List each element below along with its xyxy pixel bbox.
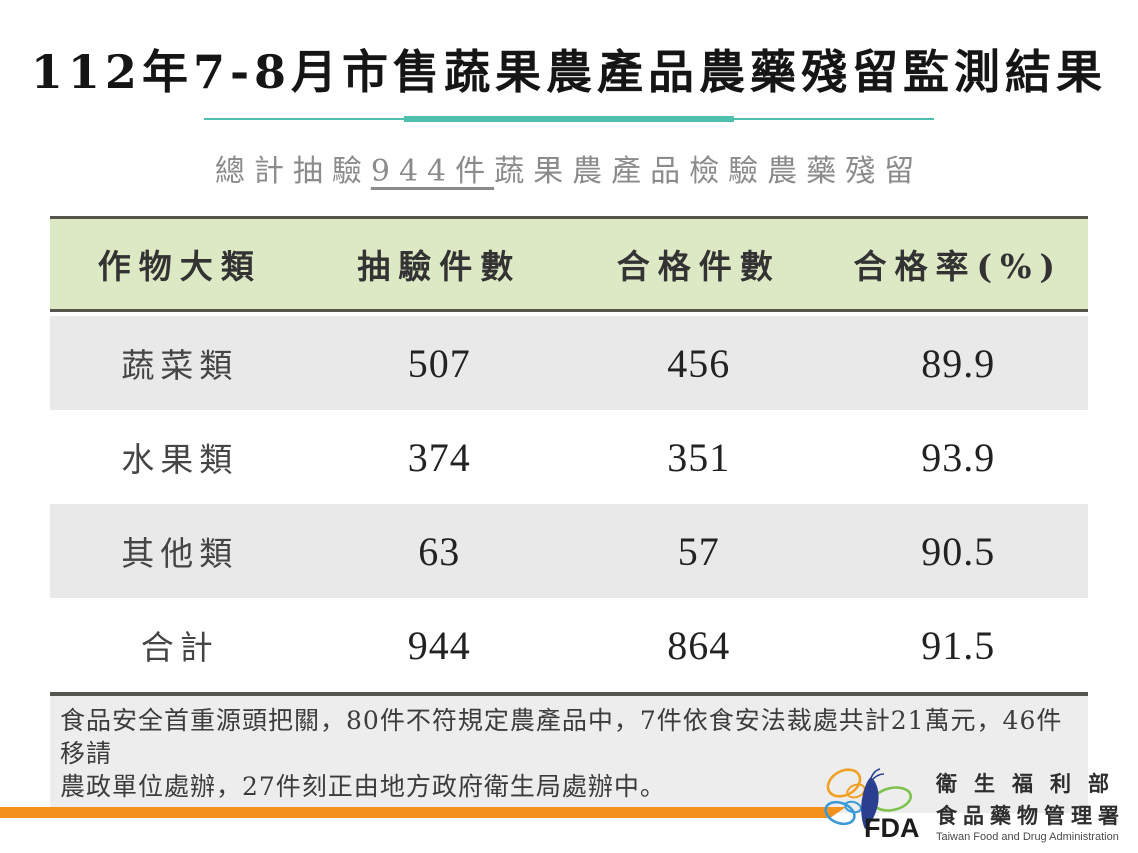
bottom-accent-bar [0, 807, 846, 818]
page-title: 112年7-8月市售蔬果農產品農藥殘留監測結果 [30, 45, 1108, 99]
subtitle-sample-count: 944件 [370, 154, 495, 189]
row-pass-rate: 91.5 [921, 622, 996, 668]
row-passed: 57 [677, 528, 720, 574]
fda-acronym: FDA [864, 813, 920, 843]
subtitle: 總計抽驗944件蔬果農產品檢驗農藥殘留 [0, 146, 1138, 190]
table-header-row: 作物大類 抽驗件數 合格件數 合格率(%) [50, 216, 1088, 312]
row-category: 其他類 [121, 534, 239, 573]
fda-logo: FDA 衛生福利部 食品藥物管理署 Taiwan Food and Drug A… [818, 763, 1126, 847]
org-name-en: Taiwan Food and Drug Administration [936, 830, 1119, 843]
footnote-line-2: 農政單位處辦，27件刻正由地方政府衛生局處辦中。 [60, 772, 666, 801]
header-pass-rate: 合格率(%) [853, 247, 1064, 286]
row-category: 蔬菜類 [121, 346, 239, 385]
row-sampled: 374 [407, 434, 471, 480]
row-passed: 351 [667, 434, 731, 480]
row-passed: 864 [667, 622, 731, 668]
results-table: 作物大類 抽驗件數 合格件數 合格率(%) 蔬菜類 507 456 89.9 水… [50, 216, 1088, 692]
row-pass-rate: 93.9 [921, 434, 996, 480]
row-sampled: 507 [407, 340, 471, 386]
divider-thick-segment [404, 116, 734, 122]
footnote: 食品安全首重源頭把關，80件不符規定農產品中，7件依食安法裁處共計21萬元，46… [50, 692, 1088, 813]
org-name-zh-2: 食品藥物管理署 [936, 804, 1125, 828]
org-name-zh-1: 衛生福利部 [936, 772, 1126, 796]
header-passed-count: 合格件數 [616, 247, 781, 286]
subtitle-prefix: 總計抽驗 [214, 154, 371, 189]
table-row-fruits: 水果類 374 351 93.9 [50, 410, 1088, 504]
header-sampled-count: 抽驗件數 [357, 247, 522, 286]
fda-butterfly-icon: FDA [818, 763, 930, 847]
row-sampled: 944 [407, 622, 471, 668]
row-pass-rate: 90.5 [921, 528, 996, 574]
header-crop-category: 作物大類 [97, 247, 262, 286]
footnote-line-1: 食品安全首重源頭把關，80件不符規定農產品中，7件依食安法裁處共計21萬元，46… [60, 706, 1063, 768]
row-category: 合計 [140, 628, 219, 667]
table-row-others: 其他類 63 57 90.5 [50, 504, 1088, 598]
butterfly-svg [824, 768, 913, 829]
table-row-vegetables: 蔬菜類 507 456 89.9 [50, 316, 1088, 410]
title-divider [204, 116, 934, 122]
row-category: 水果類 [121, 440, 239, 479]
table-row-total: 合計 944 864 91.5 [50, 598, 1088, 692]
row-pass-rate: 89.9 [921, 340, 996, 386]
row-passed: 456 [667, 340, 731, 386]
row-sampled: 63 [418, 528, 461, 574]
fda-logo-text: 衛生福利部 食品藥物管理署 Taiwan Food and Drug Admin… [936, 768, 1126, 843]
subtitle-suffix: 蔬果農產品檢驗農藥殘留 [494, 154, 924, 189]
